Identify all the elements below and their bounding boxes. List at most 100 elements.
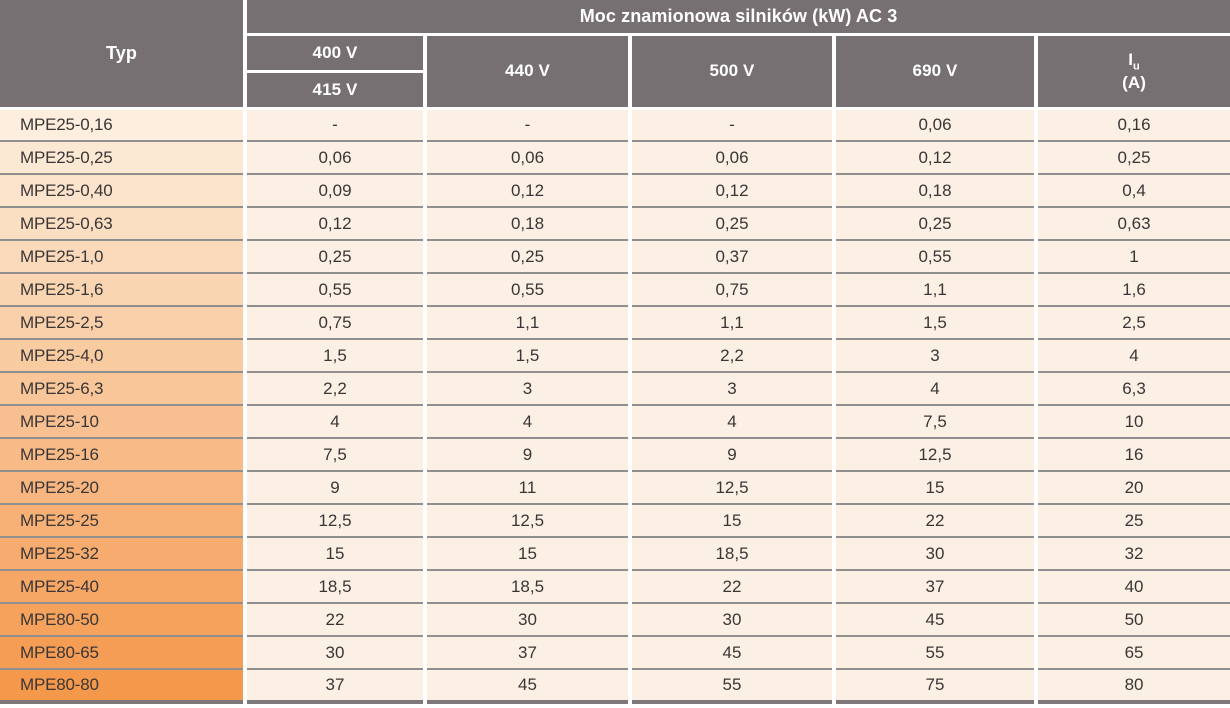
value-cell: 0,12 [628, 173, 834, 207]
value-cell: 3 [832, 338, 1036, 372]
value-cell: 0,55 [423, 272, 630, 306]
row-typ-label: MPE25-1,0 [0, 239, 245, 273]
value-cell: 0,06 [832, 106, 1036, 141]
row-typ-label: MPE25-0,25 [0, 140, 245, 174]
table-row: MPE80-80 37 45 55 75 80 [0, 668, 1230, 702]
value-cell: 0,25 [832, 206, 1036, 240]
value-cell: 12,5 [628, 470, 834, 504]
row-typ-label: MPE25-10 [0, 404, 245, 438]
value-cell: 15 [423, 536, 630, 570]
value-cell: 55 [628, 668, 834, 702]
value-cell: 37 [832, 569, 1036, 603]
row-typ-label: MPE25-25 [0, 503, 245, 537]
value-cell: 0,63 [1033, 206, 1230, 240]
value-cell: 65 [1033, 635, 1230, 669]
table-row: MPE25-1,0 0,25 0,25 0,37 0,55 1 [0, 239, 1230, 273]
table-row: MPE25-0,40 0,09 0,12 0,12 0,18 0,4 [0, 173, 1230, 207]
row-typ-label: MPE25-0,16 [0, 106, 245, 141]
value-cell: 45 [423, 668, 630, 702]
value-cell: 18,5 [628, 536, 834, 570]
value-cell: 0,06 [243, 140, 425, 174]
value-cell: 22 [243, 602, 425, 636]
table-row: MPE25-0,16- - -0,06 0,16 [0, 106, 1230, 141]
value-cell: 1,1 [832, 272, 1036, 306]
value-cell: 1,6 [1033, 272, 1230, 306]
value-cell: 15 [243, 536, 425, 570]
value-cell: 30 [628, 602, 834, 636]
table-row: MPE80-50 22 30 30 45 50 [0, 602, 1230, 636]
value-cell: 0,12 [832, 140, 1036, 174]
row-typ-label: MPE80-65 [0, 635, 245, 669]
header-row-main: Typ Moc znamionowa silników (kW) AC 3 [0, 0, 1230, 108]
table-row: MPE25-0,25 0,06 0,06 0,06 0,12 0,25 [0, 140, 1230, 174]
value-cell: 80 [1033, 668, 1230, 702]
row-typ-label: MPE80-50 [0, 602, 245, 636]
value-cell: 50 [1033, 602, 1230, 636]
table-row: MPE25-40 18,5 18,5 22 37 40 [0, 569, 1230, 603]
value-cell: 18,5 [243, 569, 425, 603]
value-cell: - [243, 106, 425, 141]
value-cell: 1 [1033, 239, 1230, 273]
value-cell: 7,5 [832, 404, 1036, 438]
value-cell: 2,5 [1033, 305, 1230, 339]
value-cell: 11 [423, 470, 630, 504]
table-row: MPE25-25 12,5 12,5 15 22 25 [0, 503, 1230, 537]
iu-subscript: u [1133, 60, 1140, 73]
value-cell: 0,06 [628, 140, 834, 174]
value-cell: 0,25 [1033, 140, 1230, 174]
row-typ-label: MPE25-2,5 [0, 305, 245, 339]
value-cell: - [423, 106, 630, 141]
value-cell: 18,5 [423, 569, 630, 603]
table-row: MPE25-4,0 1,5 1,5 2,2 3 4 [0, 338, 1230, 372]
value-cell: 0,12 [423, 173, 630, 207]
value-cell: - [628, 106, 834, 141]
row-typ-label: MPE80-80 [0, 668, 245, 702]
value-cell: 7,5 [243, 437, 425, 471]
value-cell: 45 [832, 602, 1036, 636]
col-header-typ: Typ [0, 0, 245, 108]
row-typ-label: MPE25-0,63 [0, 206, 245, 240]
value-cell: 15 [628, 503, 834, 537]
value-cell: 37 [243, 668, 425, 702]
table-row: MPE25-16 7,5 9 9 12,5 16 [0, 437, 1230, 471]
value-cell: 10 [1033, 404, 1230, 438]
value-cell: 0,75 [628, 272, 834, 306]
header-row-voltages-1: 400 V 440 V 500 V 690 V Iu (A) [0, 34, 1230, 108]
value-cell: 0,18 [423, 206, 630, 240]
value-cell: 9 [628, 437, 834, 471]
value-cell: 4 [1033, 338, 1230, 372]
header-row-voltages-2: 415 V [0, 71, 1230, 108]
table-row: MPE25-2,5 0,75 1,1 1,1 1,5 2,5 [0, 305, 1230, 339]
value-cell: 12,5 [243, 503, 425, 537]
value-cell: 0,25 [243, 239, 425, 273]
value-cell: 4 [243, 404, 425, 438]
value-cell: 12,5 [423, 503, 630, 537]
table-row: MPE25-1,6 0,55 0,55 0,75 1,1 1,6 [0, 272, 1230, 306]
value-cell: 0,12 [243, 206, 425, 240]
value-cell: 0,18 [832, 173, 1036, 207]
col-header-415v: 415 V [243, 71, 425, 108]
table-row: MPE80-65 30 37 45 55 65 [0, 635, 1230, 669]
value-cell: 0,25 [423, 239, 630, 273]
col-header-iu: Iu (A) [1033, 34, 1230, 108]
iu-symbol: I [1128, 49, 1134, 69]
value-cell: 1,1 [628, 305, 834, 339]
row-typ-label: MPE25-32 [0, 536, 245, 570]
value-cell: 4 [628, 404, 834, 438]
value-cell: 0,25 [628, 206, 834, 240]
value-cell: 0,16 [1033, 106, 1230, 141]
row-typ-label: MPE25-40 [0, 569, 245, 603]
value-cell: 30 [832, 536, 1036, 570]
value-cell: 1,1 [423, 305, 630, 339]
table-row: MPE25-20 9 11 12,5 15 20 [0, 470, 1230, 504]
value-cell: 0,37 [628, 239, 834, 273]
table-body: MPE25-0,16- - -0,06 0,16 MPE25-0,25 0,06 0,06 0… [0, 106, 1230, 702]
value-cell: 3 [423, 371, 630, 405]
table-row: MPE25-32 15 15 18,5 30 32 [0, 536, 1230, 570]
value-cell: 22 [832, 503, 1036, 537]
value-cell: 0,55 [832, 239, 1036, 273]
value-cell: 16 [1033, 437, 1230, 471]
value-cell: 0,55 [243, 272, 425, 306]
value-cell: 0,06 [423, 140, 630, 174]
col-header-440v: 440 V [423, 34, 630, 108]
